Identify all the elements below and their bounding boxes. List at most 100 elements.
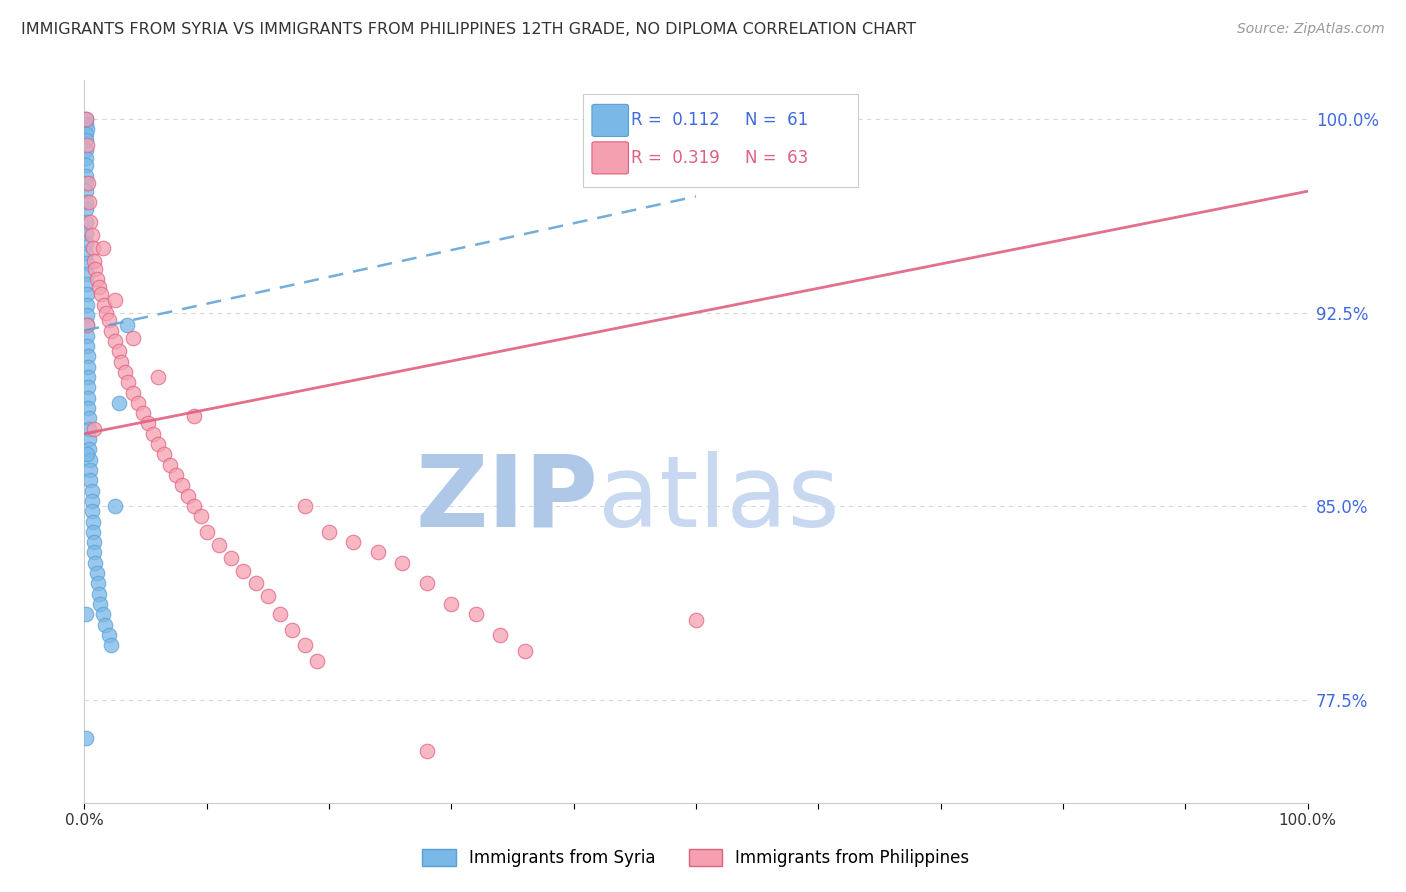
Point <box>122 331 145 345</box>
Point <box>245 576 267 591</box>
Point <box>83 253 105 268</box>
Point <box>80 504 103 518</box>
Point <box>232 564 254 578</box>
Point <box>114 365 136 379</box>
Point <box>75 169 97 183</box>
Point <box>75 246 97 260</box>
Point <box>76 122 98 136</box>
Point <box>77 350 100 364</box>
Point <box>75 117 97 131</box>
Point <box>75 226 97 240</box>
Point <box>82 515 104 529</box>
Point <box>79 463 101 477</box>
Point <box>219 550 242 565</box>
Point <box>80 494 103 508</box>
Point <box>142 426 165 441</box>
Point <box>77 359 100 374</box>
Point <box>513 643 536 657</box>
Text: R =  0.112: R = 0.112 <box>631 112 720 129</box>
Point <box>76 328 98 343</box>
Point <box>86 566 108 581</box>
Point <box>83 535 105 549</box>
Point <box>77 411 100 425</box>
Point <box>159 458 181 472</box>
Text: IMMIGRANTS FROM SYRIA VS IMMIGRANTS FROM PHILIPPINES 12TH GRADE, NO DIPLOMA CORR: IMMIGRANTS FROM SYRIA VS IMMIGRANTS FROM… <box>21 22 917 37</box>
Point <box>132 406 155 420</box>
Point <box>76 308 98 322</box>
Point <box>391 556 413 570</box>
Point <box>82 524 104 539</box>
Point <box>117 375 139 389</box>
Point <box>165 468 187 483</box>
Point <box>76 256 98 270</box>
Point <box>416 744 439 758</box>
Point <box>97 313 120 327</box>
Point <box>104 293 127 307</box>
Point <box>367 545 389 559</box>
Point <box>208 538 231 552</box>
Text: ZIP: ZIP <box>415 450 598 548</box>
Point <box>146 370 169 384</box>
Point <box>87 279 110 293</box>
Point <box>76 267 98 281</box>
Text: R =  0.319: R = 0.319 <box>631 149 720 167</box>
Point <box>75 133 97 147</box>
Point <box>75 194 97 209</box>
Text: N =  63: N = 63 <box>745 149 808 167</box>
Point <box>75 158 97 172</box>
Point <box>75 128 97 142</box>
Point <box>76 447 98 461</box>
Point <box>75 184 97 198</box>
Point <box>416 576 439 591</box>
Point <box>82 241 104 255</box>
Point <box>107 344 129 359</box>
Point <box>79 215 101 229</box>
Point <box>75 112 97 126</box>
Point <box>294 499 316 513</box>
Point <box>91 607 114 622</box>
Point <box>96 305 118 319</box>
Point <box>183 409 205 423</box>
Point <box>190 509 212 524</box>
Point <box>76 287 98 301</box>
Point <box>80 483 103 498</box>
Point <box>269 607 291 622</box>
Point <box>100 324 122 338</box>
Point <box>77 442 100 457</box>
Point <box>84 556 107 570</box>
Point <box>77 422 100 436</box>
Text: atlas: atlas <box>598 450 839 548</box>
Text: N =  61: N = 61 <box>745 112 808 129</box>
Point <box>107 396 129 410</box>
Point <box>305 654 328 668</box>
Point <box>177 489 200 503</box>
Point <box>80 228 103 243</box>
Point <box>76 318 98 333</box>
Point <box>83 545 105 559</box>
Point <box>440 597 463 611</box>
Point <box>100 639 122 653</box>
Point <box>489 628 512 642</box>
Point <box>318 524 340 539</box>
Point <box>76 318 98 333</box>
Point <box>122 385 145 400</box>
Point <box>90 287 112 301</box>
Point <box>75 607 97 622</box>
Point <box>75 202 97 217</box>
Point <box>89 597 111 611</box>
Point <box>94 617 117 632</box>
Point <box>97 628 120 642</box>
Point <box>77 432 100 446</box>
Point <box>75 151 97 165</box>
Point <box>75 215 97 229</box>
Point <box>110 354 132 368</box>
Legend: Immigrants from Syria, Immigrants from Philippines: Immigrants from Syria, Immigrants from P… <box>416 842 976 874</box>
Point <box>75 112 97 126</box>
Point <box>257 590 280 604</box>
Point <box>77 380 100 394</box>
Text: Source: ZipAtlas.com: Source: ZipAtlas.com <box>1237 22 1385 37</box>
Point <box>77 194 100 209</box>
Point <box>87 587 110 601</box>
Point <box>76 137 98 152</box>
Point <box>153 447 176 461</box>
